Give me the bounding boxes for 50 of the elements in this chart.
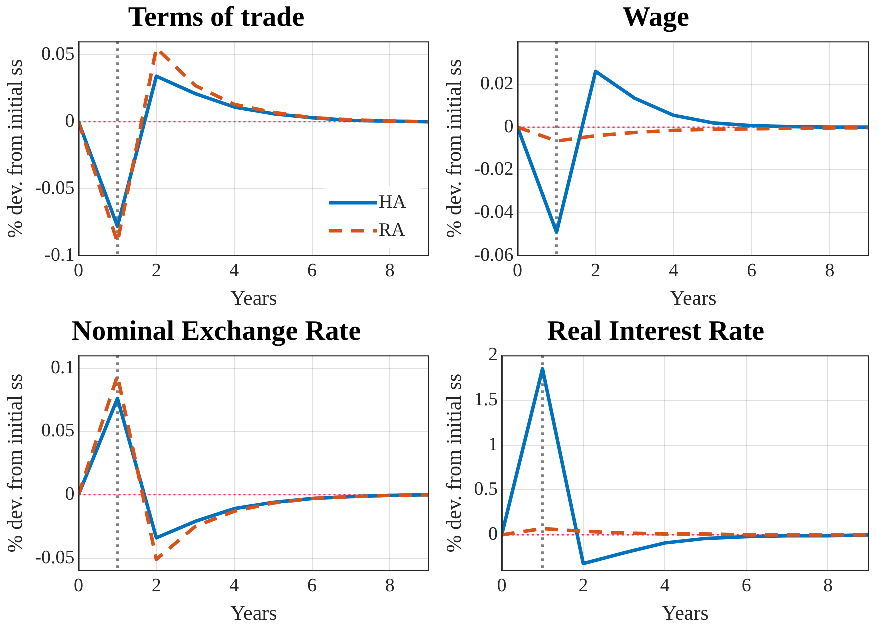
x-tick-label: 2 — [591, 260, 601, 282]
y-tick-label: -0.04 — [474, 202, 514, 224]
y-axis-title: % dev. from initial ss — [3, 374, 28, 553]
y-tick-label: -0.06 — [474, 244, 514, 266]
x-tick-label: 6 — [308, 260, 318, 282]
x-axis-title: Years — [670, 286, 717, 310]
y-tick-label: 0.02 — [480, 73, 514, 94]
y-tick-label: 0.1 — [51, 357, 75, 378]
y-tick-label: -0.05 — [35, 547, 75, 568]
y-tick-label: 0.5 — [474, 479, 498, 500]
y-tick-label: 0 — [504, 116, 514, 138]
y-axis-title: % dev. from initial ss — [442, 59, 466, 238]
x-tick-label: 6 — [742, 575, 752, 596]
y-tick-label: 0 — [65, 484, 75, 505]
chart-title: Terms of trade — [128, 2, 305, 34]
y-tick-label: 0.05 — [42, 44, 75, 65]
y-tick-label: 1 — [488, 434, 498, 456]
x-tick-label: 8 — [385, 260, 395, 282]
x-tick-label: 8 — [825, 260, 835, 282]
chart-title: Real Interest Rate — [547, 316, 765, 348]
legend-label: HA — [379, 192, 407, 213]
x-tick-label: 2 — [152, 575, 162, 596]
x-tick-label: 2 — [152, 260, 162, 282]
line-series — [502, 527, 869, 537]
x-axis-title: Years — [230, 286, 278, 310]
x-tick-label: 4 — [660, 575, 670, 596]
y-tick-label: 0 — [488, 524, 498, 546]
x-tick-label: 4 — [669, 260, 680, 282]
x-axis-title: Years — [662, 600, 709, 625]
chart-title: Wage — [622, 2, 690, 34]
line-series — [518, 126, 869, 144]
x-tick-label: 6 — [308, 575, 318, 596]
y-tick-label: -0.1 — [44, 244, 75, 266]
y-tick-label: 0.05 — [42, 420, 75, 442]
x-axis-title: Years — [230, 600, 278, 625]
x-tick-label: 8 — [385, 575, 395, 596]
x-tick-label: 2 — [578, 575, 588, 596]
y-tick-label: -0.05 — [35, 178, 75, 199]
y-axis-title: % dev. from initial ss — [442, 374, 466, 553]
y-tick-label: -0.02 — [474, 159, 514, 180]
y-axis-title: % dev. from initial ss — [3, 59, 28, 238]
chart-title: Nominal Exchange Rate — [72, 316, 362, 348]
x-tick-label: 4 — [230, 575, 240, 596]
legend-label: RA — [379, 220, 406, 241]
y-tick-label: 0 — [65, 110, 75, 132]
x-tick-label: 4 — [230, 260, 240, 282]
y-tick-label: 2 — [488, 344, 498, 366]
x-tick-label: 8 — [823, 575, 833, 596]
x-tick-label: 6 — [747, 260, 757, 282]
y-tick-label: 1.5 — [474, 389, 498, 410]
